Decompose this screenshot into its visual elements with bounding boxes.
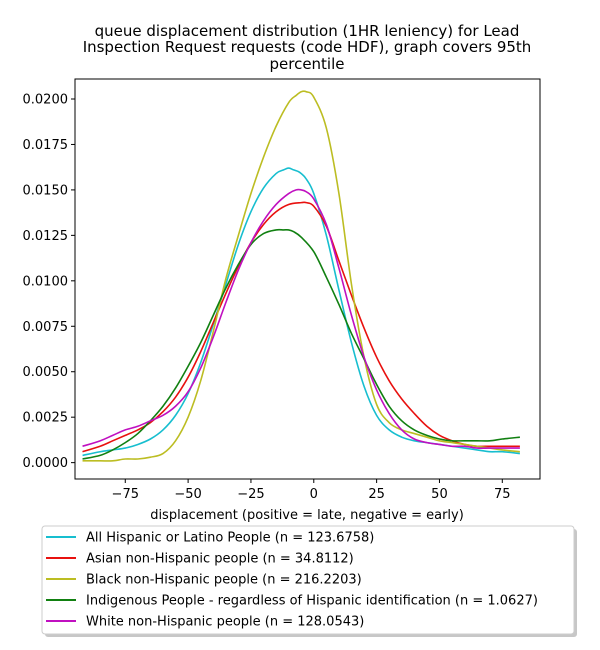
chart-title: queue displacement distribution (1HR len… [83, 22, 532, 73]
x-tick-label: 75 [494, 487, 511, 502]
y-tick-label: 0.0150 [23, 183, 69, 198]
legend-label: Indigenous People - regardless of Hispan… [86, 594, 538, 609]
legend: All Hispanic or Latino People (n = 123.6… [41, 525, 577, 637]
legend-box [41, 525, 575, 635]
x-tick-label: −75 [112, 487, 139, 502]
series-line-white-non-hispanic-people [82, 188, 520, 450]
y-tick-label: 0.0175 [23, 138, 69, 153]
legend-label: All Hispanic or Latino People (n = 123.6… [86, 531, 374, 546]
legend-item-indigenous-people-regardless-of-hispanic-identification: Indigenous People - regardless of Hispan… [46, 594, 538, 609]
y-tick-label: 0.0125 [23, 229, 69, 244]
y-axis: 0.0000 0.0025 0.0050 0.0075 0.0100 0.0125 0.01… [23, 93, 75, 471]
x-axis: −75 −50 −25 0 25 50 75 [112, 479, 511, 502]
plot-area [74, 78, 541, 480]
legend-item-asian-non-hispanic-people: Asian non-Hispanic people (n = 34.8112) [46, 552, 354, 567]
series-layer [82, 90, 520, 462]
series-line-black-non-hispanic-people [82, 90, 520, 462]
x-tick-label: −50 [174, 487, 201, 502]
series-line-all-hispanic-or-latino-people [82, 167, 520, 457]
x-tick-label: −25 [237, 487, 264, 502]
y-tick-label: 0.0075 [23, 320, 69, 335]
y-tick-label: 0.0025 [23, 411, 69, 426]
legend-item-white-non-hispanic-people: White non-Hispanic people (n = 128.0543) [46, 615, 364, 630]
chart-title-line-1: queue displacement distribution (1HR len… [95, 22, 520, 40]
legend-item-black-non-hispanic-people: Black non-Hispanic people (n = 216.2203) [46, 573, 362, 588]
x-tick-label: 25 [368, 487, 385, 502]
legend-label: White non-Hispanic people (n = 128.0543) [86, 615, 364, 630]
legend-label: Black non-Hispanic people (n = 216.2203) [86, 573, 362, 588]
x-tick-label: 0 [310, 487, 318, 502]
series-line-asian-non-hispanic-people [82, 201, 520, 453]
y-tick-label: 0.0000 [23, 456, 69, 471]
legend-label: Asian non-Hispanic people (n = 34.8112) [86, 552, 354, 567]
series-line-indigenous-people-regardless-of-hispanic-identification [82, 228, 520, 460]
legend-items: All Hispanic or Latino People (n = 123.6… [46, 531, 538, 630]
y-tick-label: 0.0100 [23, 274, 69, 289]
y-tick-label: 0.0200 [23, 93, 69, 108]
y-tick-label: 0.0050 [23, 365, 69, 380]
chart-title-line-2: Inspection Request requests (code HDF), … [83, 38, 532, 56]
x-axis-label: displacement (positive = late, negative … [150, 508, 464, 523]
chart-title-line-3: percentile [269, 55, 344, 73]
legend-item-all-hispanic-or-latino-people: All Hispanic or Latino People (n = 123.6… [46, 531, 374, 546]
x-tick-label: 50 [431, 487, 448, 502]
